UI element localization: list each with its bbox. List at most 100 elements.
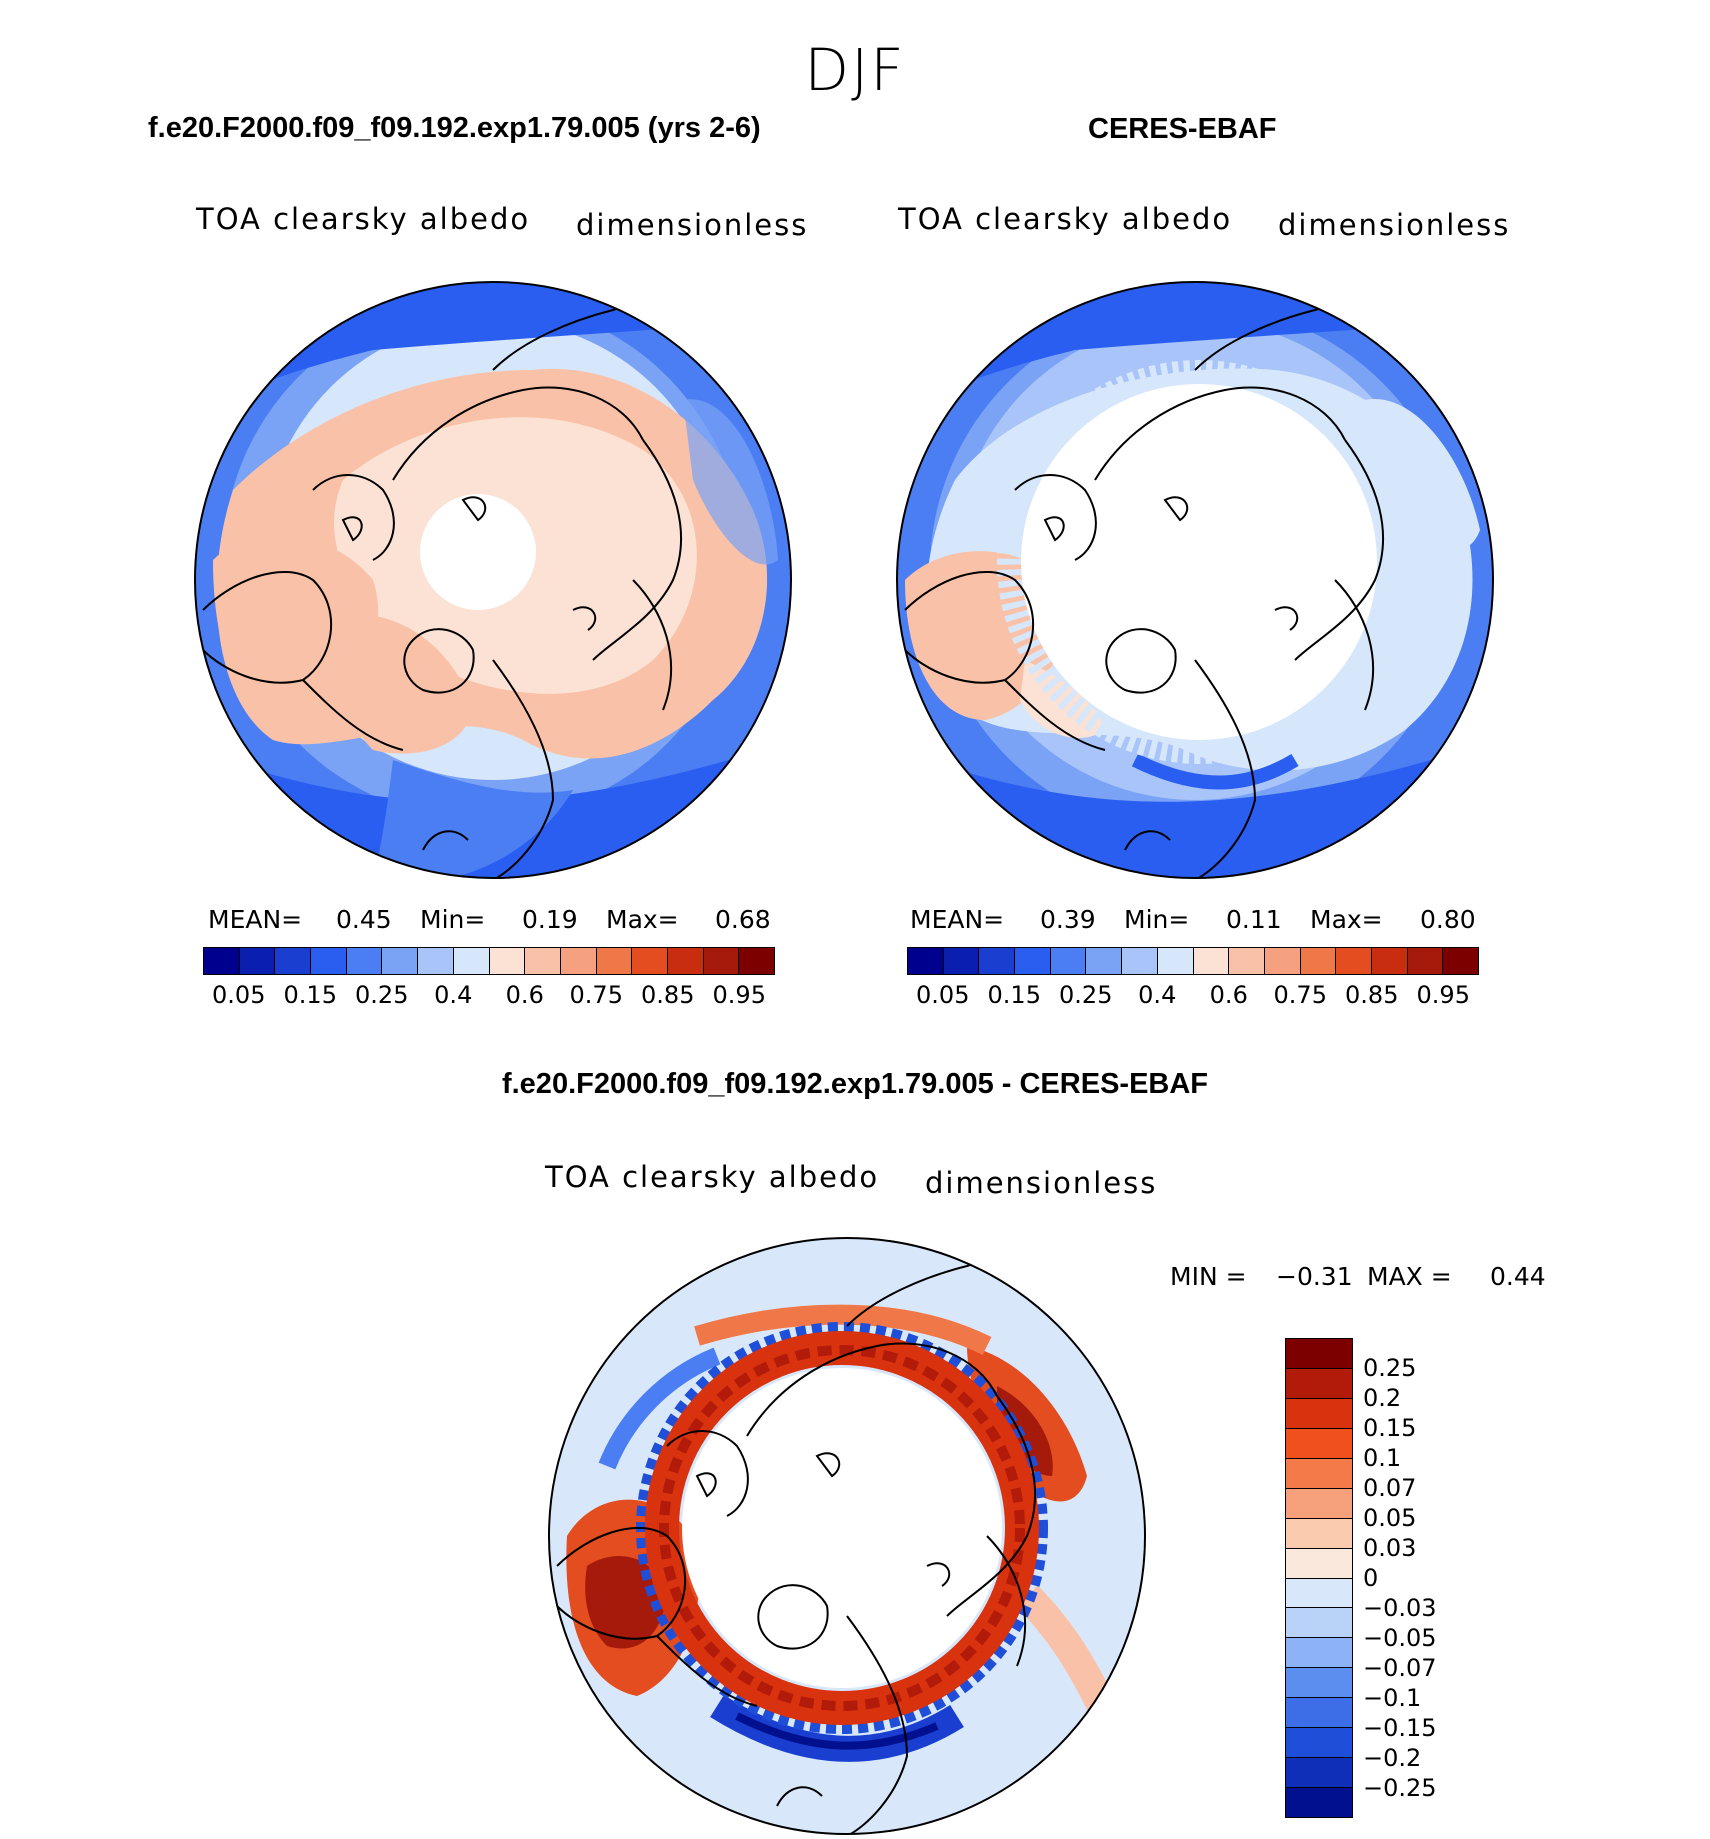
colorbar-tick-label: −0.15 — [1363, 1714, 1437, 1742]
colorbar-tick-label: 0.4 — [434, 981, 473, 1009]
model-mean-label: MEAN= — [208, 905, 303, 934]
colorbar-segment — [560, 948, 597, 974]
colorbar-segment — [979, 948, 1016, 974]
colorbar-segment — [1286, 1398, 1352, 1429]
model-polar-map — [194, 281, 792, 879]
season-title: DJF — [804, 36, 906, 104]
colorbar-segment — [1286, 1488, 1352, 1519]
colorbar-segment — [239, 948, 276, 974]
colorbar-tick-label: 0.1 — [1363, 1444, 1402, 1472]
colorbar-segment — [1336, 948, 1372, 974]
diff-min-label: MIN = — [1170, 1262, 1247, 1291]
colorbar-segment — [1050, 948, 1087, 974]
obs-min-value: 0.11 — [1226, 905, 1282, 934]
model-min-label: Min= — [420, 905, 486, 934]
colorbar-segment — [1286, 1339, 1352, 1369]
colorbar-segment — [1286, 1728, 1352, 1759]
colorbar-tick-label: 0.05 — [212, 981, 266, 1009]
colorbar-segment — [1286, 1638, 1352, 1669]
colorbar-segment — [1407, 948, 1444, 974]
colorbar-segment — [1286, 1428, 1352, 1459]
colorbar-segment — [1286, 1608, 1352, 1639]
colorbar-tick-label: 0.15 — [1363, 1414, 1417, 1442]
colorbar-tick-label: 0.85 — [641, 981, 695, 1009]
colorbar-segment — [1015, 948, 1051, 974]
colorbar-segment — [1286, 1788, 1352, 1817]
colorbar-segment — [1193, 948, 1230, 974]
colorbar-segment — [1122, 948, 1158, 974]
colorbar-segment — [703, 948, 740, 974]
obs-variable-label: TOA clearsky albedo — [898, 202, 1233, 236]
colorbar-segment — [489, 948, 526, 974]
obs-mean-label: MEAN= — [910, 905, 1005, 934]
obs-panel-title: CERES-EBAF — [1088, 113, 1277, 145]
colorbar-segment — [739, 948, 774, 974]
colorbar-tick-label: 0.05 — [1363, 1504, 1417, 1532]
colorbar-tick-label: 0.05 — [916, 981, 970, 1009]
colorbar-tick-label: −0.25 — [1363, 1774, 1437, 1802]
diff-units-label: dimensionless — [925, 1166, 1158, 1200]
colorbar-tick-label: −0.07 — [1363, 1654, 1437, 1682]
colorbar-segment — [275, 948, 312, 974]
diff-max-value: 0.44 — [1490, 1262, 1546, 1291]
colorbar-tick-label: 0.07 — [1363, 1474, 1417, 1502]
colorbar-tick-label: 0.85 — [1345, 981, 1399, 1009]
colorbar-tick-label: 0.25 — [355, 981, 409, 1009]
diff-max-label: MAX = — [1367, 1262, 1452, 1291]
diff-panel-title: f.e20.F2000.f09_f09.192.exp1.79.005 - CE… — [501, 1068, 1209, 1100]
obs-min-label: Min= — [1124, 905, 1190, 934]
colorbar-segment — [632, 948, 668, 974]
colorbar-segment — [453, 948, 490, 974]
colorbar-segment — [1443, 948, 1478, 974]
colorbar-tick-label: 0.15 — [283, 981, 337, 1009]
model-panel-title: f.e20.F2000.f09_f09.192.exp1.79.005 (yrs… — [148, 112, 761, 144]
colorbar-segment — [1286, 1698, 1352, 1729]
model-min-value: 0.19 — [522, 905, 578, 934]
colorbar-segment — [1286, 1668, 1352, 1699]
obs-colorbar — [907, 947, 1479, 975]
colorbar-tick-label: 0.6 — [505, 981, 544, 1009]
colorbar-segment — [667, 948, 704, 974]
colorbar-tick-label: 0.95 — [712, 981, 766, 1009]
model-max-value: 0.68 — [715, 905, 771, 934]
colorbar-segment — [1229, 948, 1265, 974]
colorbar-tick-label: 0.95 — [1416, 981, 1470, 1009]
colorbar-tick-label: 0.25 — [1059, 981, 1113, 1009]
colorbar-tick-label: 0.15 — [987, 981, 1041, 1009]
model-mean-value: 0.45 — [336, 905, 392, 934]
colorbar-segment — [1157, 948, 1194, 974]
colorbar-segment — [382, 948, 419, 974]
colorbar-tick-label: 0.2 — [1363, 1384, 1402, 1412]
colorbar-segment — [525, 948, 561, 974]
colorbar-tick-label: 0.75 — [569, 981, 623, 1009]
colorbar-segment — [1286, 1578, 1352, 1609]
model-max-label: Max= — [606, 905, 679, 934]
colorbar-segment — [1286, 1548, 1352, 1579]
colorbar-segment — [311, 948, 347, 974]
colorbar-tick-label: 0.75 — [1273, 981, 1327, 1009]
colorbar-tick-label: −0.03 — [1363, 1594, 1437, 1622]
colorbar-segment — [596, 948, 633, 974]
colorbar-tick-label: 0 — [1363, 1564, 1379, 1592]
diff-polar-map — [548, 1237, 1146, 1835]
colorbar-tick-label: −0.2 — [1363, 1744, 1422, 1772]
obs-mean-value: 0.39 — [1040, 905, 1096, 934]
diff-min-value: −0.31 — [1276, 1262, 1353, 1291]
obs-max-value: 0.80 — [1420, 905, 1476, 934]
obs-polar-map — [896, 281, 1494, 879]
colorbar-segment — [1371, 948, 1408, 974]
colorbar-segment — [1300, 948, 1337, 974]
obs-units-label: dimensionless — [1278, 208, 1511, 242]
diff-colorbar — [1285, 1338, 1353, 1818]
colorbar-segment — [346, 948, 383, 974]
colorbar-tick-label: 0.25 — [1363, 1354, 1417, 1382]
colorbar-segment — [943, 948, 980, 974]
colorbar-tick-label: 0.6 — [1209, 981, 1248, 1009]
colorbar-tick-label: 0.4 — [1138, 981, 1177, 1009]
colorbar-segment — [908, 948, 944, 974]
model-units-label: dimensionless — [576, 208, 809, 242]
model-variable-label: TOA clearsky albedo — [196, 202, 531, 236]
colorbar-segment — [1286, 1518, 1352, 1549]
colorbar-segment — [1286, 1458, 1352, 1489]
obs-max-label: Max= — [1310, 905, 1383, 934]
